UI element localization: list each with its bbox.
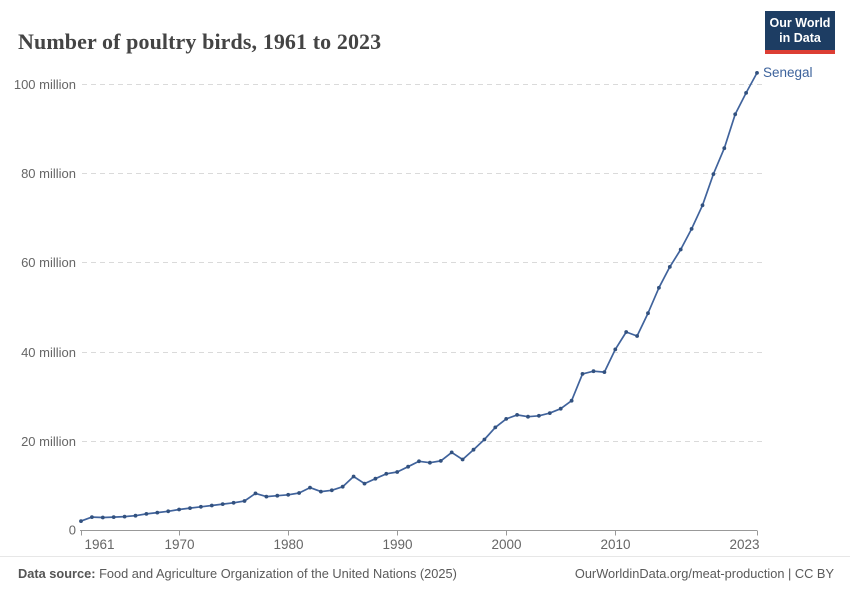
y-axis-label: 60 million [21,255,76,270]
data-point [449,450,454,455]
x-axis-label: 2010 [600,537,630,552]
data-point [406,464,410,469]
data-source-text: Food and Agriculture Organization of the… [95,566,457,581]
data-point [286,492,291,497]
data-point [689,227,694,231]
data-point [613,347,618,352]
data-point [297,491,301,495]
footer: Data source: Food and Agriculture Organi… [0,566,850,581]
data-point [362,481,367,486]
data-point [700,203,705,208]
data-point [602,370,607,374]
y-axis-label: 40 million [21,345,76,360]
data-point [122,514,127,519]
data-point [755,71,759,75]
data-point [624,330,629,334]
y-axis-label: 100 million [14,77,76,92]
data-point [340,484,345,489]
data-point [329,488,334,493]
x-axis-label: 1980 [273,537,303,552]
owid-logo[interactable]: Our World in Data [765,11,835,54]
data-point [471,447,476,452]
owid-logo-line1: Our World [769,16,831,30]
y-axis-label: 0 [69,523,76,538]
data-point [199,504,203,509]
y-axis-label: 80 million [21,166,76,181]
data-point [220,502,225,506]
data-point [580,372,585,376]
y-axis-label: 20 million [21,434,76,449]
data-point [417,459,421,464]
data-point [275,493,280,498]
x-axis-label: 1961 [85,537,115,552]
data-point [515,413,519,417]
entity-label: Senegal [763,65,813,81]
x-axis-label: 2023 [729,537,759,552]
data-point [166,509,171,514]
data-point [177,507,182,512]
data-point [504,417,509,421]
chart-svg[interactable]: 0 20 million 40 million 60 million 80 millio… [0,0,850,560]
data-point [591,369,596,374]
data-source-label: Data source: [18,566,96,581]
data-point [635,334,639,338]
data-point [155,510,160,515]
data-point [231,500,236,505]
data-point [188,506,192,510]
data-point [111,515,116,519]
data-point [733,112,738,117]
data-point [460,457,465,462]
data-point [373,476,378,481]
data-point [558,406,563,411]
data-line [80,72,758,522]
data-point [678,247,683,252]
footer-divider [0,556,850,557]
data-point [711,172,716,177]
data-point [526,414,530,419]
data-point [79,519,83,523]
data-point [308,485,312,490]
data-point [384,471,389,476]
data-point [657,285,661,290]
data-point [100,515,105,520]
data-point [428,460,432,465]
x-axis-label: 2000 [491,537,521,552]
data-point [209,503,214,508]
data-point [319,489,323,494]
page-title: Number of poultry birds, 1961 to 2023 [18,28,382,54]
data-point [646,311,650,316]
data-point [395,470,400,474]
data-point [351,474,356,479]
data-point [144,512,149,516]
data-point [253,491,258,496]
data-point [90,515,94,519]
data-point [242,499,247,503]
data-point [438,459,443,463]
data-point [493,425,498,430]
data-point [264,494,269,499]
data-point [569,398,574,403]
data-point [667,265,672,269]
data-point [133,513,138,518]
owid-logo-line2: in Data [779,30,821,45]
data-point [482,437,487,442]
data-point [722,146,727,151]
x-axis-label: 1990 [382,537,412,552]
data-point [744,91,748,95]
data-source-line: Data source: Food and Agriculture Organi… [18,566,457,581]
x-axis-label: 1970 [164,537,194,552]
footer-attribution[interactable]: OurWorldinData.org/meat-production | CC … [574,566,834,581]
data-point [547,411,552,415]
data-point [537,413,541,418]
